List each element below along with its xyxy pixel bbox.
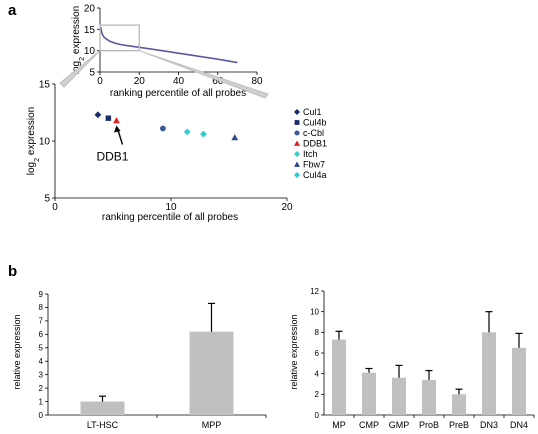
bar1-y-tick-label: 1 <box>39 397 44 406</box>
inset-y-axis-label: log2 expression <box>71 6 86 75</box>
bar1-y-tick-label: 2 <box>39 384 44 393</box>
inset-y-tick-label: 15 <box>84 25 96 36</box>
bar1-y-tick-label: 3 <box>39 370 44 379</box>
bar2-bar-cmp <box>362 372 376 415</box>
bar2-y-tick-label: 2 <box>315 390 320 399</box>
bar2-x-tick-label: DN4 <box>510 420 528 430</box>
zoom-connector-right <box>139 50 269 99</box>
scatter-point-ddb1 <box>113 117 120 124</box>
scatter-y-axis-label: log2 expression <box>26 107 41 176</box>
legend-label-cul4a: Cul4a <box>303 170 327 180</box>
scatter-point-cul1 <box>94 111 102 119</box>
inset-x-tick-label: 20 <box>134 76 146 87</box>
legend-label-ddb1: DDB1 <box>303 139 327 149</box>
inset-y-tick-label: 20 <box>84 4 96 15</box>
scatter-y-tick-label: 5 <box>44 194 50 205</box>
bar-chart-hsc: 0 1 2 3 4 5 6 7 8 9 LT-HSC MPP relative expression <box>12 290 267 430</box>
bar2-y-axis-label: relative expression <box>289 314 299 389</box>
legend-marker-itch <box>294 151 300 157</box>
inset-y-tick-label: 10 <box>84 46 96 57</box>
legend-marker-cul4b <box>294 120 300 125</box>
inset-series-line <box>99 26 238 64</box>
bar2-bar-prob <box>422 379 436 415</box>
bar2-y-tick-label: 6 <box>315 349 320 358</box>
bar1-x-tick-label: MPP <box>202 420 222 430</box>
bar1-y-axis-label: relative expression <box>12 314 22 389</box>
legend-label-fbw7: Fbw7 <box>303 160 325 170</box>
bar1-y-tick-label: 4 <box>39 357 44 366</box>
scatter-chart: 0 10 20 5 10 15 ranking percentile of all prob… <box>26 80 293 224</box>
bar1-bar-mpp <box>189 331 234 415</box>
bar1-y-tick-label: 9 <box>39 290 44 299</box>
inset-x-tick-label: 0 <box>97 76 103 87</box>
bar2-y-tick-label: 12 <box>310 287 319 296</box>
bar2-x-tick-label: DN3 <box>480 420 498 430</box>
bar2-x-tick-label: MP <box>332 420 346 430</box>
bar2-y-tick-label: 4 <box>315 369 320 378</box>
scatter-point-c-cbl <box>159 125 166 132</box>
panel-label-a: a <box>8 2 17 19</box>
scatter-y-tick-label: 15 <box>39 80 51 91</box>
legend-label-c-cbl: c-Cbl <box>303 128 324 138</box>
legend-marker-fbw7 <box>294 161 300 167</box>
inset-x-tick-label: 80 <box>251 76 263 87</box>
bar2-x-tick-label: GMP <box>389 420 410 430</box>
annotation-label: DDB1 <box>96 149 128 163</box>
bar2-x-tick-label: PreB <box>449 420 469 430</box>
bar2-bar-mp <box>332 339 346 415</box>
inset-y-tick-label: 5 <box>89 68 95 79</box>
legend-label-cul4b: Cul4b <box>303 118 327 128</box>
legend-marker-cul1 <box>294 109 300 115</box>
bar-chart-lineages: 0 2 4 6 8 10 12 MP CMP GMP ProB PreB DN3 DN4 relative … <box>289 287 535 430</box>
panel-label-b: b <box>8 263 17 280</box>
legend-marker-c-cbl <box>294 130 300 136</box>
bar2-bar-dn3 <box>482 332 496 415</box>
bar2-y-tick-label: 8 <box>315 328 320 337</box>
scatter-y-tick-label: 10 <box>39 137 51 148</box>
bar1-y-tick-label: 0 <box>39 411 44 420</box>
legend-label-cul1: Cul1 <box>303 107 322 117</box>
legend-label-itch: Itch <box>303 149 318 159</box>
annotation-arrow-head <box>113 125 121 133</box>
inset-x-tick-label: 40 <box>173 76 185 87</box>
bar2-x-tick-label: ProB <box>419 420 439 430</box>
scatter-point-fbw7 <box>231 134 239 141</box>
bar1-y-tick-label: 5 <box>39 344 44 353</box>
inset-zoom-box <box>99 24 140 52</box>
bar2-bar-dn4 <box>512 347 526 415</box>
inset-x-tick-label: 60 <box>212 76 224 87</box>
bar2-x-tick-label: CMP <box>359 420 379 430</box>
scatter-point-itch <box>183 128 191 136</box>
bar1-bar-lt-hsc <box>80 401 125 415</box>
inset-x-axis-label: ranking percentile of all probes <box>110 88 246 99</box>
bar2-y-tick-label: 10 <box>310 307 319 316</box>
bar2-y-tick-label: 0 <box>315 411 320 420</box>
scatter-point-cul4a <box>200 130 207 138</box>
bar1-y-tick-label: 7 <box>39 317 44 326</box>
scatter-x-tick-label: 10 <box>165 202 177 213</box>
bar2-bar-preb <box>452 394 466 415</box>
zoom-connector-left <box>59 50 101 88</box>
scatter-x-axis-label: ranking percentile of all probes <box>102 212 238 223</box>
legend-marker-cul4a <box>294 172 300 178</box>
bar1-y-tick-label: 6 <box>39 330 44 339</box>
scatter-x-tick-label: 20 <box>281 202 293 213</box>
scatter-x-tick-label: 0 <box>52 202 58 213</box>
bar2-bar-gmp <box>392 377 406 415</box>
bar1-x-tick-label: LT-HSC <box>87 420 119 430</box>
zoom-connector <box>59 50 269 99</box>
legend-marker-ddb1 <box>294 140 300 146</box>
bar1-y-tick-label: 8 <box>39 303 44 312</box>
scatter-point-cul4b <box>105 115 112 121</box>
